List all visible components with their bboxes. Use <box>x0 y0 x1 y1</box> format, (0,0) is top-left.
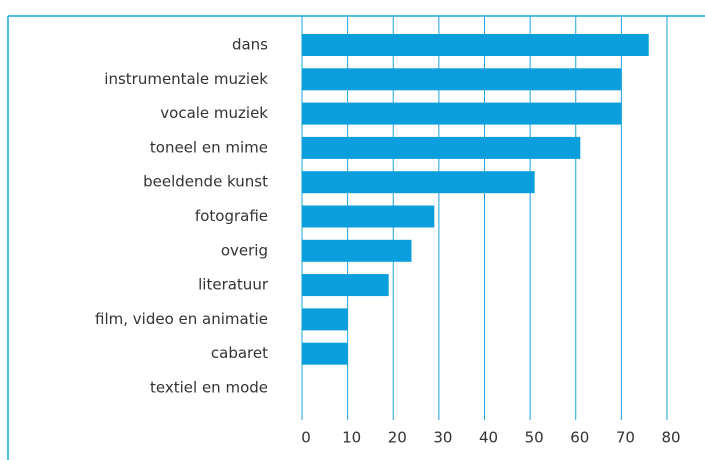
y-tick-label: dans <box>232 36 268 54</box>
bar <box>302 171 535 194</box>
y-tick-label: textiel en mode <box>150 379 268 397</box>
x-tick-label: 20 <box>388 429 407 447</box>
y-tick-label: beeldende kunst <box>143 173 268 191</box>
y-tick-label: instrumentale muziek <box>104 70 268 88</box>
bar <box>302 34 649 56</box>
bar <box>302 308 348 331</box>
bar <box>302 274 389 297</box>
y-tick-label: vocale muziek <box>160 104 268 122</box>
y-tick-label: toneel en mime <box>150 138 268 156</box>
bar <box>302 342 348 365</box>
x-tick-label: 80 <box>661 429 680 447</box>
x-tick-label: 0 <box>301 429 311 447</box>
bar <box>302 136 581 159</box>
x-tick-label: 50 <box>525 429 544 447</box>
y-tick-label: cabaret <box>211 344 268 362</box>
x-tick-label: 60 <box>570 429 589 447</box>
bar <box>302 239 412 262</box>
y-tick-label: literatuur <box>198 276 269 294</box>
bar <box>302 205 435 228</box>
bar <box>302 68 622 91</box>
x-tick-label: 40 <box>479 429 498 447</box>
y-tick-label: fotografie <box>195 207 268 225</box>
y-tick-label: overig <box>221 241 268 259</box>
x-tick-label: 70 <box>616 429 635 447</box>
x-tick-label: 30 <box>433 429 452 447</box>
y-tick-label: film, video en animatie <box>95 310 268 328</box>
bar <box>302 102 622 125</box>
x-tick-label: 10 <box>342 429 361 447</box>
